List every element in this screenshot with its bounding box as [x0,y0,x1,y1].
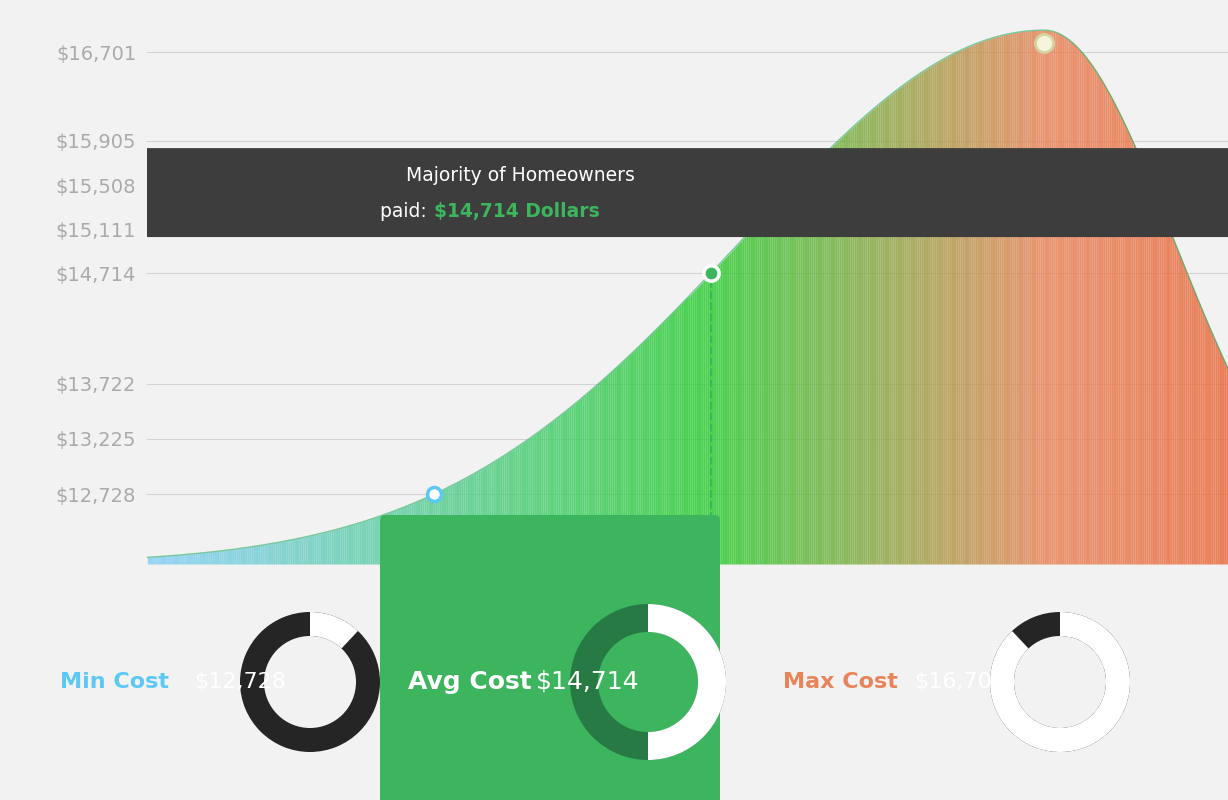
Wedge shape [648,604,726,760]
Text: $12,728: $12,728 [194,672,286,692]
Wedge shape [239,612,379,752]
Polygon shape [678,188,709,217]
FancyBboxPatch shape [379,515,720,800]
Text: Max Cost: Max Cost [782,672,898,692]
Text: Majority of Homeowners: Majority of Homeowners [406,166,635,185]
Text: $14,714 Dollars: $14,714 Dollars [433,202,599,221]
Wedge shape [570,604,726,760]
Wedge shape [990,612,1130,752]
Wedge shape [990,612,1130,752]
Text: paid:: paid: [379,202,432,221]
Text: Min Cost: Min Cost [60,672,169,692]
Wedge shape [309,612,357,649]
Text: $14,714: $14,714 [537,670,640,694]
Text: Avg Cost: Avg Cost [408,670,532,694]
FancyBboxPatch shape [0,148,1228,237]
Text: $16,701: $16,701 [914,672,1006,692]
